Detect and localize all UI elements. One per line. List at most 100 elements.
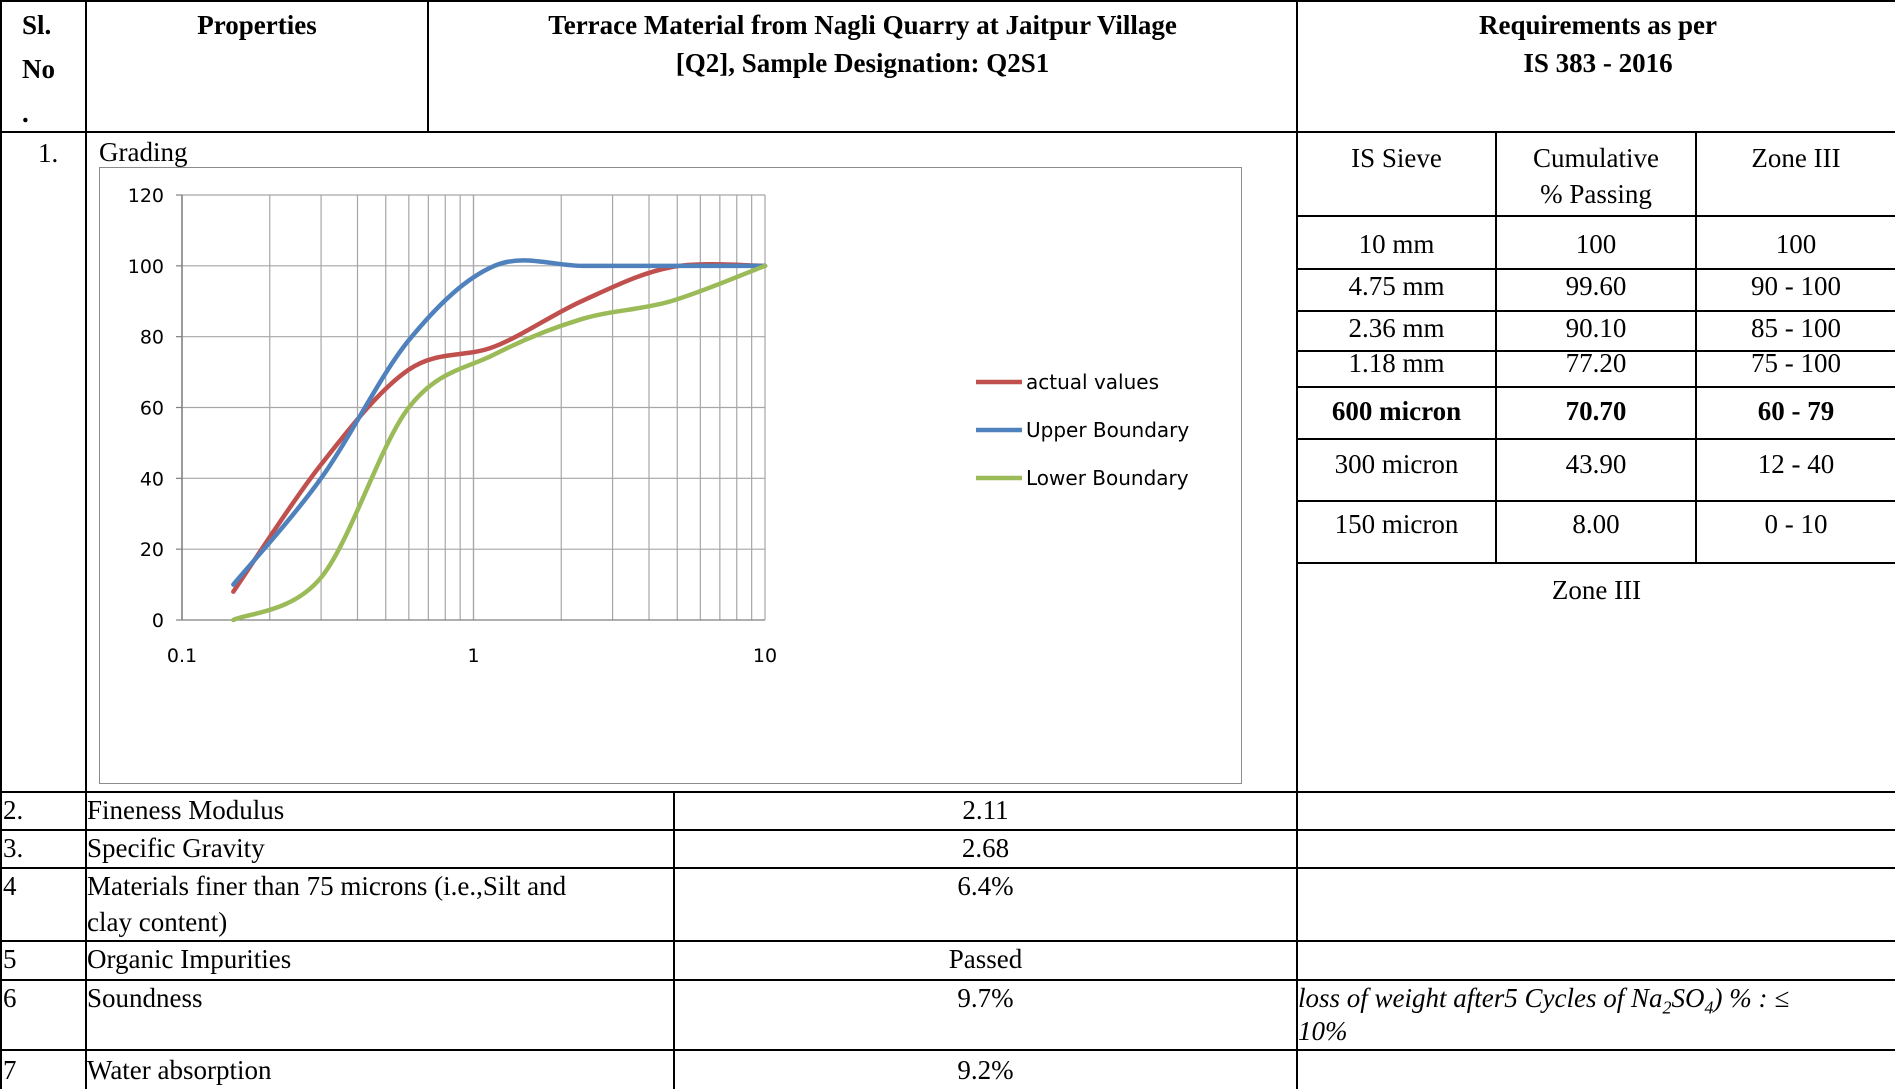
sieve-cell-passing: 77.20	[1565, 348, 1627, 378]
x-tick-label: 0.1	[167, 645, 197, 667]
sieve-header-passing: % Passing	[1540, 179, 1652, 209]
sieve-cell-sieve: 150 micron	[1334, 509, 1459, 539]
legend-label: Upper Boundary	[1026, 418, 1189, 442]
series-line-actual-values	[231, 262, 768, 594]
soundness-req-sub1: 2	[1662, 997, 1672, 1018]
col-line-properties	[427, 0, 429, 131]
header-material-line2: [Q2], Sample Designation: Q2S1	[675, 48, 1050, 78]
table-border-top	[0, 0, 1895, 2]
sieve-cell-sieve: 600 micron	[1331, 396, 1462, 426]
row-property: Organic Impurities	[87, 944, 292, 974]
header-material-line1: Terrace Material from Nagli Quarry at Ja…	[548, 10, 1177, 40]
row-value: 2.68	[961, 833, 1010, 863]
header-req-line1: Requirements as per	[1479, 10, 1717, 40]
sieve-cell-zone: 100	[1775, 229, 1817, 259]
soundness-requirement: loss of weight after5 Cycles of Na2SO4) …	[1298, 981, 1789, 1024]
sieve-cell-passing: 43.90	[1565, 449, 1627, 479]
grading-chart-svg: 0 20 40 60 80 100 120 0.1 1 10 actual values Uppe…	[128, 185, 1190, 667]
row-line-header-req	[1296, 131, 1895, 133]
col-line-slno	[85, 0, 87, 1089]
legend-label: actual values	[1026, 370, 1159, 394]
row-property: Water absorption	[87, 1055, 272, 1085]
sieve-cell-zone: 85 - 100	[1751, 313, 1841, 343]
sieve-cell-passing: 8.00	[1572, 509, 1620, 539]
series-line-upper-boundary	[231, 258, 768, 587]
row-line-2	[0, 829, 1895, 831]
sieve-line-h2	[1298, 268, 1895, 270]
col-line-req	[1296, 0, 1298, 1089]
series-line-lower-boundary	[231, 263, 768, 623]
row-number: 4	[3, 871, 17, 901]
sieve-line-v1	[1495, 133, 1497, 564]
sieve-line-h8	[1298, 562, 1895, 564]
sieve-cell-sieve: 4.75 mm	[1348, 271, 1445, 301]
row-property: Materials finer than 75 microns (i.e.,Si…	[87, 871, 567, 901]
y-tick-label: 0	[152, 610, 164, 632]
row-value: Passed	[948, 944, 1023, 974]
sieve-line-h3	[1298, 310, 1895, 312]
y-tick-label: 40	[140, 468, 164, 490]
sieve-table: IS Sieve Cumulative % Passing Zone III 1…	[1298, 133, 1895, 564]
grading-chart: 0 20 40 60 80 100 120 0.1 1 10 actual values Uppe…	[99, 167, 1242, 784]
sieve-cell-zone: 90 - 100	[1751, 271, 1841, 301]
row-number: 3.	[3, 833, 24, 863]
row-property: Soundness	[87, 983, 203, 1013]
row-number: 5	[3, 944, 17, 974]
row-line-6	[0, 1049, 1895, 1051]
row1-number: 1.	[38, 138, 59, 168]
x-tick-label: 10	[753, 645, 777, 667]
header-properties: Properties	[197, 10, 317, 40]
soundness-req-a: loss of weight after5 Cycles of Na	[1298, 983, 1663, 1013]
sieve-cell-sieve: 10 mm	[1358, 229, 1435, 259]
sieve-cell-passing: 99.60	[1565, 271, 1627, 301]
sieve-line-v2	[1695, 133, 1697, 564]
sieve-cell-zone: 75 - 100	[1751, 348, 1841, 378]
sieve-cell-sieve: 300 micron	[1334, 449, 1459, 479]
sieve-cell-passing: 70.70	[1565, 396, 1627, 426]
y-tick-label: 20	[140, 539, 164, 561]
row-line-3	[0, 867, 1895, 869]
sieve-cell-passing: 90.10	[1565, 313, 1627, 343]
row-value: 2.11	[962, 795, 1009, 825]
soundness-req-c: ) % : ≤	[1713, 983, 1790, 1013]
sieve-cell-zone: 0 - 10	[1764, 509, 1828, 539]
sieve-header-zone: Zone III	[1751, 143, 1841, 173]
y-tick-label: 100	[128, 256, 164, 278]
y-tick-label: 80	[140, 327, 164, 349]
y-tick-label: 120	[128, 185, 164, 207]
row-number: 2.	[3, 795, 24, 825]
y-tick-label: 60	[140, 398, 164, 420]
sieve-cell-sieve: 2.36 mm	[1348, 313, 1445, 343]
soundness-requirement-line2: 10%	[1298, 1016, 1348, 1046]
header-slno-line1: Sl.	[22, 10, 52, 40]
row-value: 9.7%	[957, 983, 1014, 1013]
row-property-line2: clay content)	[87, 907, 228, 937]
row-number: 6	[3, 983, 17, 1013]
soundness-req-sub2: 4	[1704, 997, 1714, 1018]
sieve-cell-zone: 60 - 79	[1757, 396, 1835, 426]
sieve-line-h7	[1298, 500, 1895, 502]
header-req-line2: IS 383 - 2016	[1523, 48, 1673, 78]
sieve-header-cumulative: Cumulative	[1533, 143, 1659, 173]
header-slno-line3: .	[22, 98, 29, 128]
sieve-line-h4	[1298, 350, 1895, 352]
sieve-cell-sieve: 1.18 mm	[1348, 348, 1445, 378]
row-line-header-inner	[85, 131, 1297, 133]
row-number: 7	[3, 1055, 17, 1085]
row-property: Specific Gravity	[87, 833, 265, 863]
table-border-left	[0, 0, 2, 1089]
sieve-cell-zone: 12 - 40	[1757, 449, 1835, 479]
sieve-line-h6	[1298, 438, 1895, 440]
row-property: Fineness Modulus	[87, 795, 285, 825]
row-line-4	[0, 940, 1895, 942]
row-value: 9.2%	[957, 1055, 1014, 1085]
header-slno-line2: No	[22, 54, 55, 84]
soundness-req-b: SO	[1671, 983, 1705, 1013]
zone-caption: Zone III	[1551, 575, 1642, 605]
x-tick-label: 1	[467, 645, 479, 667]
row1-property: Grading	[99, 137, 188, 167]
row-value: 6.4%	[957, 871, 1014, 901]
row-line-5	[0, 979, 1895, 981]
row-line-header	[0, 131, 87, 133]
sieve-line-h5	[1298, 386, 1895, 388]
